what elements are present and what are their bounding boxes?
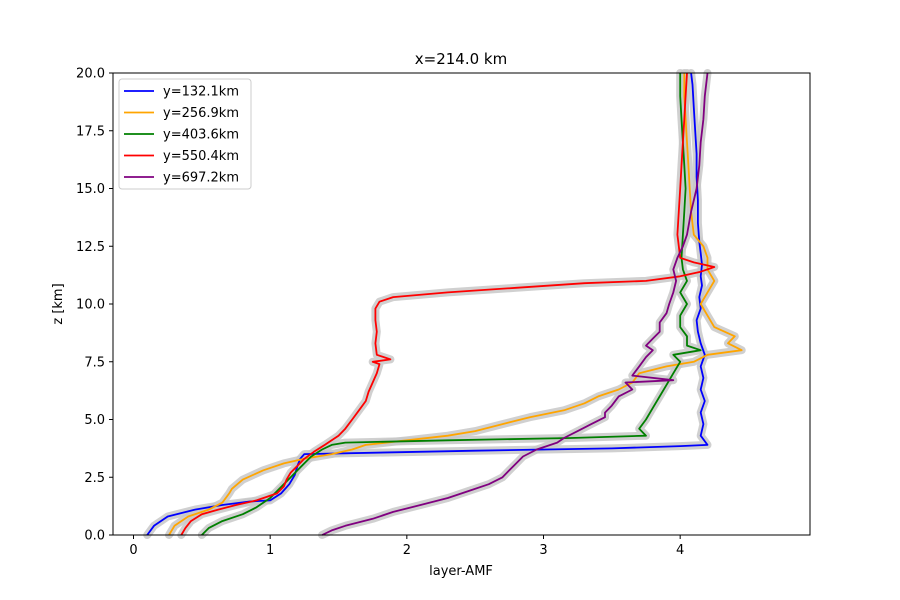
chart-title: x=214.0 km [415,50,507,68]
y-tick-label: 10.0 [76,298,105,313]
y-tick-label: 7.5 [84,355,105,370]
y-axis-ticks: 0.0 2.5 5.0 7.5 10.0 12.5 15.0 17.5 20.0 [76,67,113,544]
x-axis-ticks: 0 1 2 3 4 [129,535,684,558]
series-line-5 [321,72,709,536]
x-tick-label: 3 [539,543,547,558]
y-tick-label: 0.0 [84,529,105,544]
series-lines [146,72,743,536]
y-tick-label: 5.0 [84,413,105,428]
y-tick-label: 17.5 [76,124,105,139]
y-tick-label: 12.5 [76,240,105,255]
legend-label-1: y=132.1km [163,85,239,100]
y-tick-label: 2.5 [84,471,105,486]
legend-label-3: y=403.6km [163,128,239,143]
x-tick-label: 0 [129,543,137,558]
legend-box [118,78,252,190]
series-line-1 [146,72,709,536]
legend-label-2: y=256.9km [163,106,239,121]
series-line-4 [180,72,716,536]
y-tick-label: 15.0 [76,182,105,197]
legend-label-4: y=550.4km [163,149,239,164]
x-tick-label: 4 [676,543,684,558]
x-axis-label: layer-AMF [429,564,493,579]
y-axis-label: z [km] [51,283,66,324]
x-tick-label: 1 [266,543,274,558]
legend-label-5: y=697.2km [163,171,239,186]
legend: y=132.1km y=256.9km y=403.6km y=550.4km y=69… [118,78,252,190]
y-tick-label: 20.0 [76,67,105,82]
x-tick-label: 2 [403,543,411,558]
